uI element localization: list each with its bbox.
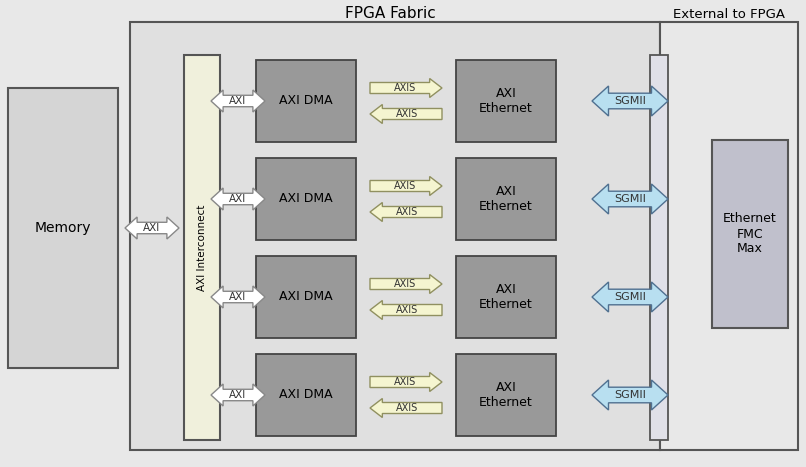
Text: AXIS: AXIS <box>396 109 418 119</box>
Text: AXI
Ethernet: AXI Ethernet <box>479 283 533 311</box>
Polygon shape <box>211 286 265 308</box>
Text: AXI: AXI <box>143 223 160 233</box>
Polygon shape <box>592 380 668 410</box>
Bar <box>8 88 118 368</box>
Polygon shape <box>370 373 442 391</box>
Bar <box>256 354 356 436</box>
Text: AXIS: AXIS <box>396 305 418 315</box>
Text: SGMII: SGMII <box>614 390 646 400</box>
Bar <box>456 158 556 240</box>
Text: AXI
Ethernet: AXI Ethernet <box>479 87 533 115</box>
Text: AXIS: AXIS <box>396 207 418 217</box>
Text: External to FPGA: External to FPGA <box>673 7 785 21</box>
Text: SGMII: SGMII <box>614 96 646 106</box>
Polygon shape <box>211 384 265 406</box>
Polygon shape <box>211 90 265 112</box>
Bar <box>256 158 356 240</box>
Text: AXIS: AXIS <box>393 83 416 93</box>
Text: AXI
Ethernet: AXI Ethernet <box>479 381 533 409</box>
Bar <box>456 60 556 142</box>
Text: FPGA Fabric: FPGA Fabric <box>345 7 435 21</box>
Bar <box>650 55 668 440</box>
Text: AXIS: AXIS <box>396 403 418 413</box>
Text: AXIS: AXIS <box>393 181 416 191</box>
Text: SGMII: SGMII <box>614 194 646 204</box>
Text: AXI DMA: AXI DMA <box>279 389 333 402</box>
Bar <box>184 55 220 440</box>
Text: AXIS: AXIS <box>393 377 416 387</box>
Bar <box>130 22 660 450</box>
Polygon shape <box>592 86 668 116</box>
Polygon shape <box>370 398 442 417</box>
Text: AXI DMA: AXI DMA <box>279 94 333 107</box>
Text: Ethernet
FMC
Max: Ethernet FMC Max <box>723 212 777 255</box>
Polygon shape <box>370 300 442 319</box>
Polygon shape <box>592 282 668 312</box>
Bar <box>660 22 798 450</box>
Text: AXI DMA: AXI DMA <box>279 290 333 304</box>
Text: AXI DMA: AXI DMA <box>279 192 333 205</box>
Bar <box>456 256 556 338</box>
Text: AXI: AXI <box>230 96 247 106</box>
Text: SGMII: SGMII <box>614 292 646 302</box>
Bar <box>456 354 556 436</box>
Bar <box>256 60 356 142</box>
Bar <box>256 256 356 338</box>
Polygon shape <box>125 217 179 239</box>
Text: AXI Interconnect: AXI Interconnect <box>197 205 207 290</box>
Polygon shape <box>370 177 442 196</box>
Text: AXI: AXI <box>230 390 247 400</box>
Text: AXI: AXI <box>230 194 247 204</box>
Polygon shape <box>592 184 668 214</box>
Polygon shape <box>370 78 442 98</box>
Text: AXI
Ethernet: AXI Ethernet <box>479 185 533 213</box>
Bar <box>712 140 788 328</box>
Polygon shape <box>370 203 442 221</box>
Polygon shape <box>211 188 265 210</box>
Polygon shape <box>370 275 442 293</box>
Polygon shape <box>370 105 442 123</box>
Text: AXIS: AXIS <box>393 279 416 289</box>
Text: Memory: Memory <box>35 221 91 235</box>
Text: AXI: AXI <box>230 292 247 302</box>
